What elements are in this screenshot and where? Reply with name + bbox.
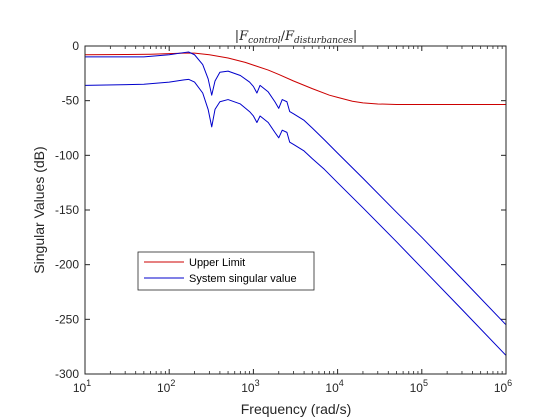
plot-area [85,46,506,374]
y-tick-label: -150 [55,203,79,217]
legend: Upper Limit System singular value [137,251,315,291]
y-tick-label: -100 [55,148,79,162]
x-tick-label: 106 [494,378,512,395]
plot-frame [84,45,507,375]
title-numerator-subscript: control [248,36,281,46]
title-open-bar: | [235,29,239,44]
x-axis-label: Frequency (rad/s) [241,401,351,417]
y-tick-label: -250 [55,312,79,326]
x-tick-label: 104 [325,378,343,395]
legend-box [137,251,315,291]
ticks-layer: 101 102 103 104 105 106 0 -50 -100 -150 -200 -250 -3… [55,39,512,395]
y-tick-label: -300 [55,367,79,381]
y-tick-label: 0 [72,39,79,53]
x-tick-label: 103 [241,378,259,395]
x-tick-label: 105 [410,378,428,395]
title-numerator: F [238,29,249,44]
y-tick-label: -200 [55,258,79,272]
title-denominator: F [284,29,295,44]
system-singular-value-line-2 [84,78,507,356]
title-denominator-subscript: disturbances [294,36,353,46]
title-close-bar: | [353,29,357,44]
x-tick-label: 102 [157,378,175,395]
x-tick-label: 101 [73,378,91,395]
title-slash: / [281,29,286,44]
system-singular-value-line-1 [85,51,507,326]
y-axis-label: Singular Values (dB) [31,146,47,273]
series-layer [84,51,507,356]
y-tick-label: -50 [62,94,80,108]
legend-label-upper-limit: Upper Limit [189,257,245,269]
chart-title: |Fcontrol/Fdisturbances| [235,29,358,46]
legend-label-system-singular-value: System singular value [189,273,297,285]
